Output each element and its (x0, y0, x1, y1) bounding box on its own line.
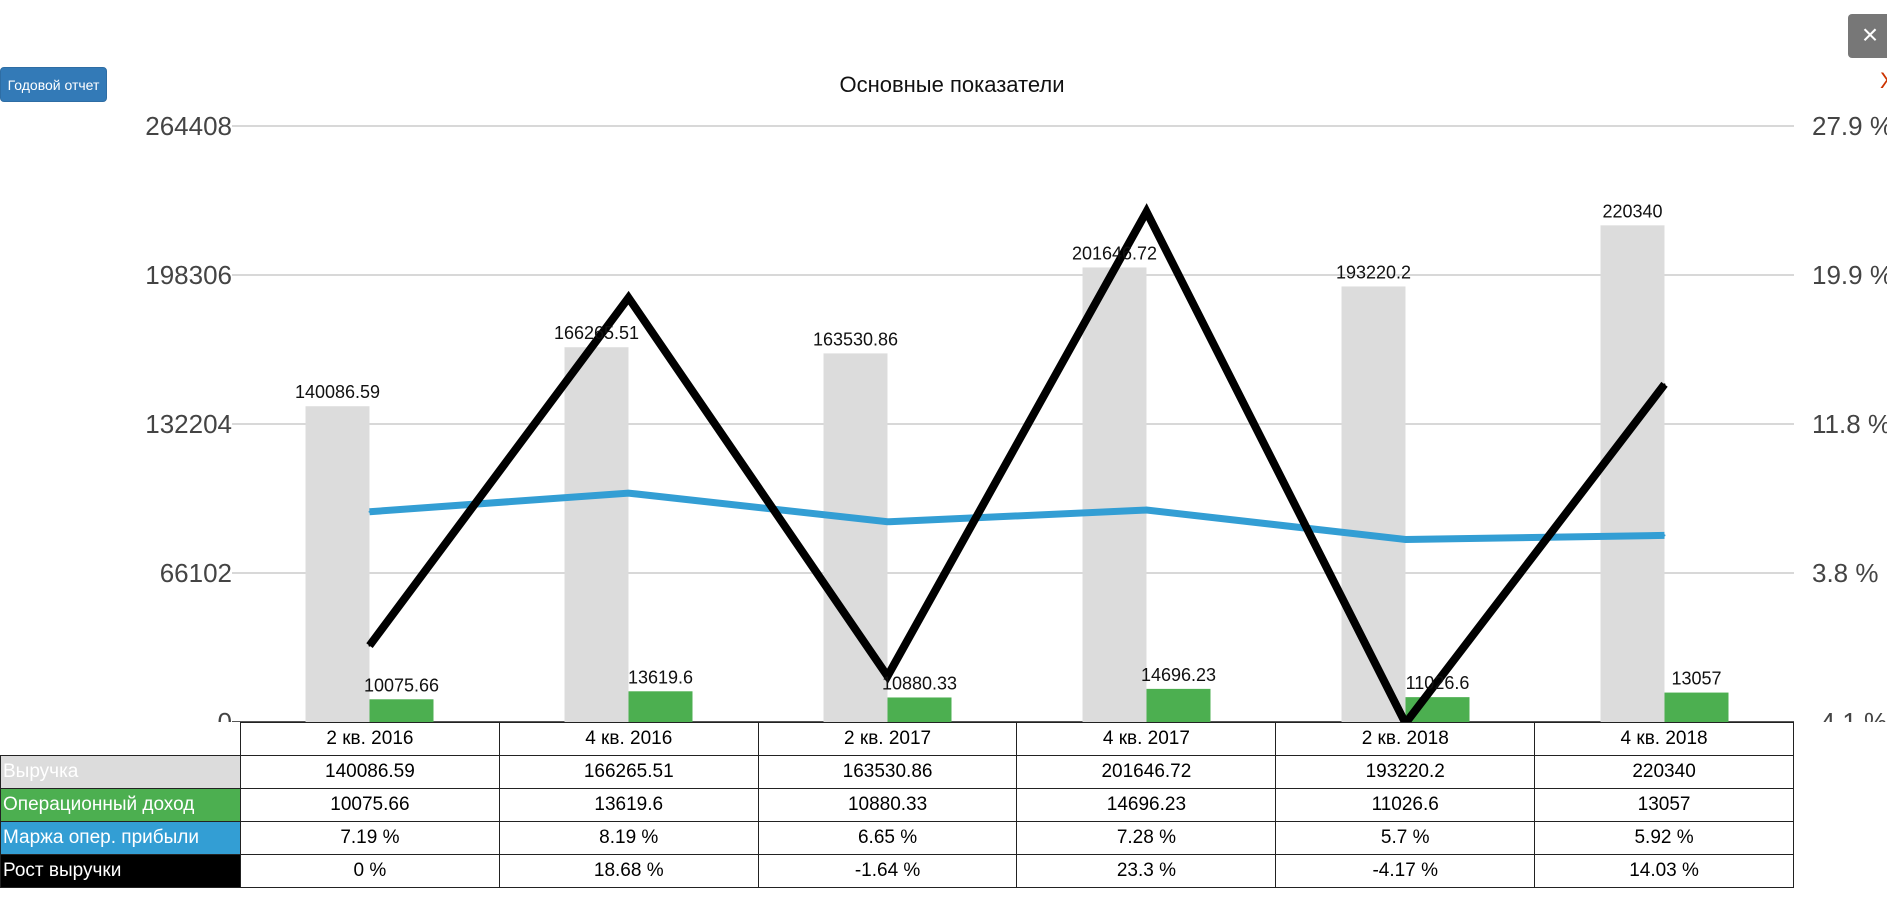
y-tick-label: 264408 (145, 111, 232, 141)
bar-label-revenue: 201646.72 (1072, 243, 1157, 263)
operating-margin-point[interactable] (886, 520, 889, 523)
revenue-growth-point[interactable] (368, 644, 371, 647)
table-corner (0, 722, 241, 756)
y2-tick-label: 27.9 % (1812, 111, 1887, 141)
table-cell: 5.92 % (1534, 821, 1794, 855)
table-header-cell: 4 кв. 2018 (1534, 722, 1794, 756)
bar-label-operating-income: 13057 (1671, 669, 1721, 689)
bar-revenue[interactable] (305, 406, 370, 722)
y2-tick-label: 19.9 % (1812, 260, 1887, 290)
operating-margin-point[interactable] (1145, 509, 1148, 512)
table-cell: 220340 (1534, 755, 1794, 789)
table-row-revenue-growth: Рост выручки 0 % 18.68 % -1.64 % 23.3 % … (0, 854, 1794, 888)
operating-margin-point[interactable] (1663, 534, 1666, 537)
table-header-cell: 4 кв. 2016 (498, 722, 759, 756)
bar-label-revenue: 163530.86 (813, 329, 898, 349)
table-cell: 10075.66 (240, 788, 500, 822)
revenue-growth-point[interactable] (1145, 210, 1148, 213)
revenue-growth-point[interactable] (1663, 383, 1666, 386)
y-tick-label: 0 (218, 707, 232, 722)
table-cell: 14.03 % (1534, 854, 1794, 888)
table-cell: 10880.33 (757, 788, 1018, 822)
revenue-growth-point[interactable] (627, 296, 630, 299)
legend-operating-income[interactable]: Операционный доход (0, 788, 241, 822)
chart: Основные показатели 264408 198306 132204 66… (145, 72, 1887, 722)
bar-operating-income[interactable] (628, 691, 693, 722)
revenue-growth-line[interactable] (366, 203, 1668, 722)
y-tick-label: 66102 (160, 558, 232, 588)
bar-operating-income[interactable] (1664, 692, 1729, 722)
table-header-cell: 2 кв. 2016 (240, 722, 500, 756)
table-cell: -1.64 % (757, 854, 1018, 888)
table-header-cell: 4 кв. 2017 (1016, 722, 1277, 756)
table-cell: 0 % (240, 854, 500, 888)
table-cell: 201646.72 (1016, 755, 1277, 789)
table-cell: 7.28 % (1016, 821, 1277, 855)
bar-label-operating-income: 14696.23 (1141, 665, 1216, 685)
table-cell: 13057 (1534, 788, 1794, 822)
bar-label-revenue: 166265.51 (554, 323, 639, 343)
bar-label-operating-income: 10880.33 (882, 673, 957, 693)
y2-tick-label: 3.8 % (1812, 558, 1879, 588)
bar-label-operating-income: 10075.66 (364, 675, 439, 695)
table-cell: 7.19 % (240, 821, 500, 855)
operating-margin-point[interactable] (627, 492, 630, 495)
annual-report-button[interactable]: Годовой отчет (0, 67, 107, 102)
table-cell: 193220.2 (1275, 755, 1536, 789)
close-button[interactable]: × (1848, 14, 1887, 58)
table-cell: 23.3 % (1016, 854, 1277, 888)
legend-revenue-growth[interactable]: Рост выручки (0, 854, 241, 888)
bar-operating-income[interactable] (369, 699, 434, 722)
y2-tick-label: 11.8 % (1812, 409, 1887, 439)
table-cell: 166265.51 (498, 755, 759, 789)
table-cell: 14696.23 (1016, 788, 1277, 822)
legend-revenue[interactable]: Выручка (0, 755, 241, 789)
bar-label-operating-income: 11026.6 (1406, 673, 1470, 693)
bar-revenue[interactable] (564, 347, 629, 722)
table-cell: 163530.86 (757, 755, 1018, 789)
bar-operating-income[interactable] (887, 697, 952, 722)
revenue-growth-point[interactable] (886, 675, 889, 678)
table-row-operating-income: Операционный доход 10075.66 13619.6 1088… (0, 788, 1794, 822)
table-cell: 13619.6 (498, 788, 759, 822)
table-header-cell: 2 кв. 2018 (1275, 722, 1536, 756)
table-cell: 11026.6 (1275, 788, 1536, 822)
bar-label-revenue: 140086.59 (295, 382, 380, 402)
y-tick-label: 132204 (145, 409, 232, 439)
bar-label-operating-income: 13619.6 (628, 667, 693, 687)
legend-operating-margin[interactable]: Маржа опер. прибыли (0, 821, 241, 855)
table-header-cell: 2 кв. 2017 (757, 722, 1018, 756)
operating-margin-line[interactable] (369, 489, 1665, 543)
bar-operating-income[interactable] (1146, 688, 1211, 722)
table-row-operating-margin: Маржа опер. прибыли 7.19 % 8.19 % 6.65 %… (0, 821, 1794, 855)
operating-margin-point[interactable] (368, 510, 371, 513)
table-cell: 140086.59 (240, 755, 500, 789)
data-table: 2 кв. 2016 4 кв. 2016 2 кв. 2017 4 кв. 2… (0, 722, 1794, 888)
table-header-row: 2 кв. 2016 4 кв. 2016 2 кв. 2017 4 кв. 2… (0, 722, 1794, 756)
y2-tick-label: -4.1 % (1812, 707, 1887, 722)
bar-label-revenue: 193220.2 (1336, 262, 1411, 282)
bar-label-revenue: 220340 (1602, 201, 1662, 221)
table-cell: 6.65 % (757, 821, 1018, 855)
y-tick-label: 198306 (145, 260, 232, 290)
table-cell: 5.7 % (1275, 821, 1536, 855)
bar-revenue[interactable] (1600, 225, 1665, 722)
table-cell: -4.17 % (1275, 854, 1536, 888)
table-row-revenue: Выручка 140086.59 166265.51 163530.86 20… (0, 755, 1794, 789)
bar-revenue[interactable] (1082, 267, 1147, 722)
bar-revenue[interactable] (1341, 286, 1406, 722)
table-cell: 18.68 % (498, 854, 759, 888)
close-mark-icon[interactable]: X (1880, 70, 1887, 92)
operating-margin-point[interactable] (1404, 538, 1407, 541)
chart-title: Основные показатели (839, 72, 1064, 97)
table-cell: 8.19 % (498, 821, 759, 855)
